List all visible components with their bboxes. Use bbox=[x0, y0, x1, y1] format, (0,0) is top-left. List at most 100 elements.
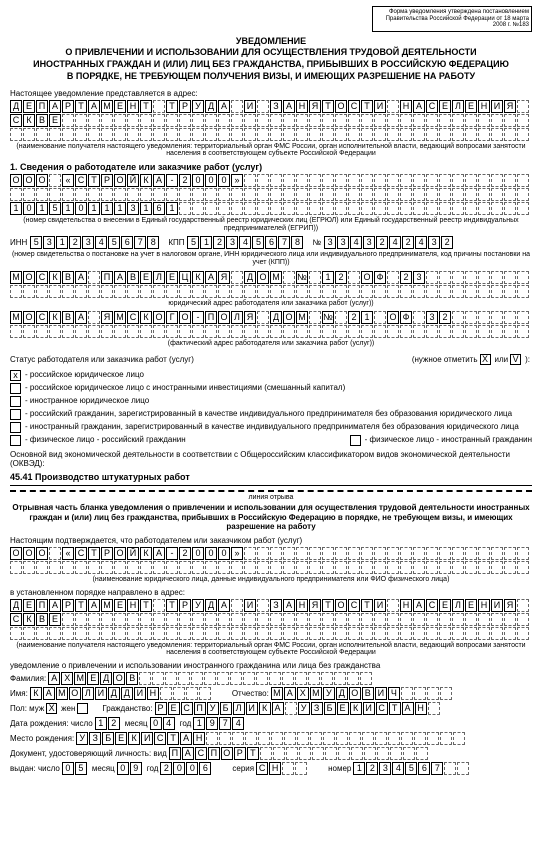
char-cell: Д bbox=[10, 100, 22, 113]
char-cell bbox=[426, 271, 438, 284]
char-cell: Р bbox=[179, 100, 191, 113]
char-cell bbox=[465, 613, 477, 626]
char-cell: 2 bbox=[108, 717, 120, 730]
char-cell: 3 bbox=[379, 762, 391, 775]
char-cell bbox=[491, 202, 503, 215]
char-cell: 3 bbox=[127, 202, 139, 215]
char-cell bbox=[296, 202, 308, 215]
char-cell bbox=[257, 311, 269, 324]
char-cell bbox=[260, 747, 272, 760]
char-cell bbox=[285, 702, 297, 715]
char-cell: Й bbox=[127, 547, 139, 560]
char-cell bbox=[139, 672, 151, 685]
char-cell bbox=[491, 311, 503, 324]
char-cell: П bbox=[101, 271, 113, 284]
char-cell: Н bbox=[127, 100, 139, 113]
char-cell bbox=[232, 732, 244, 745]
status-option: - российский гражданин, зарегистрированн… bbox=[25, 409, 512, 419]
status-checkbox[interactable] bbox=[10, 422, 21, 433]
char-cell bbox=[101, 285, 113, 298]
char-cell bbox=[10, 128, 22, 141]
char-cell: 1 bbox=[62, 202, 74, 215]
char-cell: И bbox=[141, 732, 153, 745]
char-cell bbox=[140, 613, 152, 626]
char-cell bbox=[348, 547, 360, 560]
char-cell bbox=[114, 114, 126, 127]
char-cell bbox=[360, 672, 372, 685]
char-cell bbox=[75, 188, 87, 201]
char-cell bbox=[335, 547, 347, 560]
char-cell bbox=[491, 128, 503, 141]
char-cell: № bbox=[322, 311, 334, 324]
char-cell: К bbox=[128, 732, 140, 745]
char-cell: 3 bbox=[82, 236, 94, 249]
char-cell bbox=[439, 114, 451, 127]
sex-male-checkbox[interactable]: X bbox=[46, 703, 57, 714]
char-cell bbox=[452, 325, 464, 338]
char-cell: А bbox=[88, 599, 100, 612]
char-cell bbox=[413, 325, 425, 338]
char-cell bbox=[335, 311, 347, 324]
char-cell bbox=[270, 202, 282, 215]
char-cell bbox=[517, 114, 529, 127]
char-cell: H bbox=[269, 762, 281, 775]
char-cell bbox=[114, 128, 126, 141]
char-cell: 2 bbox=[366, 762, 378, 775]
char-cell bbox=[335, 325, 347, 338]
char-cell bbox=[491, 188, 503, 201]
char-cell bbox=[140, 114, 152, 127]
char-cell bbox=[192, 613, 204, 626]
address-cells-2: СКВЕ bbox=[10, 114, 532, 127]
sex-female-checkbox[interactable] bbox=[77, 703, 88, 714]
char-cell bbox=[205, 325, 217, 338]
char-cell: М bbox=[101, 599, 113, 612]
char-cell bbox=[374, 627, 386, 640]
char-cell bbox=[152, 672, 164, 685]
char-cell bbox=[374, 547, 386, 560]
char-cell: И bbox=[134, 687, 146, 700]
char-cell: 4 bbox=[232, 717, 244, 730]
status-checkbox[interactable] bbox=[10, 396, 21, 407]
status-checkbox[interactable] bbox=[10, 409, 21, 420]
char-cell: А bbox=[43, 687, 55, 700]
char-cell: О bbox=[23, 174, 35, 187]
status-label: Статус работодателя или заказчика работ … bbox=[10, 355, 194, 364]
char-cell: Н bbox=[296, 100, 308, 113]
char-cell: Е bbox=[23, 599, 35, 612]
char-cell bbox=[295, 672, 307, 685]
char-cell bbox=[335, 188, 347, 201]
char-cell: Т bbox=[361, 100, 373, 113]
char-cell bbox=[361, 613, 373, 626]
char-cell bbox=[426, 325, 438, 338]
char-cell bbox=[244, 325, 256, 338]
title-line: УВЕДОМЛЕНИЕ bbox=[10, 36, 532, 48]
char-cell bbox=[348, 114, 360, 127]
status-checkbox[interactable] bbox=[10, 435, 21, 446]
char-cell bbox=[504, 188, 516, 201]
char-cell bbox=[101, 128, 113, 141]
char-cell: Н bbox=[296, 599, 308, 612]
char-cell bbox=[257, 174, 269, 187]
char-cell bbox=[374, 325, 386, 338]
char-cell: Т bbox=[166, 100, 178, 113]
status-checkbox[interactable]: x bbox=[10, 370, 21, 381]
char-cell bbox=[400, 114, 412, 127]
char-cell bbox=[218, 561, 230, 574]
patronymic-label: Отчество: bbox=[232, 689, 269, 698]
char-cell bbox=[49, 627, 61, 640]
char-cell: И bbox=[491, 599, 503, 612]
reg-number-cells: 1015101113161 bbox=[10, 202, 532, 215]
char-cell: В bbox=[62, 271, 74, 284]
char-cell bbox=[101, 627, 113, 640]
char-cell: О bbox=[36, 547, 48, 560]
char-cell: Ф bbox=[400, 311, 412, 324]
char-cell bbox=[452, 202, 464, 215]
char-cell bbox=[452, 561, 464, 574]
char-cell: А bbox=[153, 174, 165, 187]
inn-note: (номер свидетельства о постановке на уче… bbox=[10, 251, 532, 266]
status-checkbox[interactable] bbox=[10, 383, 21, 394]
char-cell bbox=[361, 547, 373, 560]
char-cell bbox=[283, 613, 295, 626]
status-checkbox[interactable] bbox=[350, 435, 361, 446]
char-cell bbox=[296, 188, 308, 201]
